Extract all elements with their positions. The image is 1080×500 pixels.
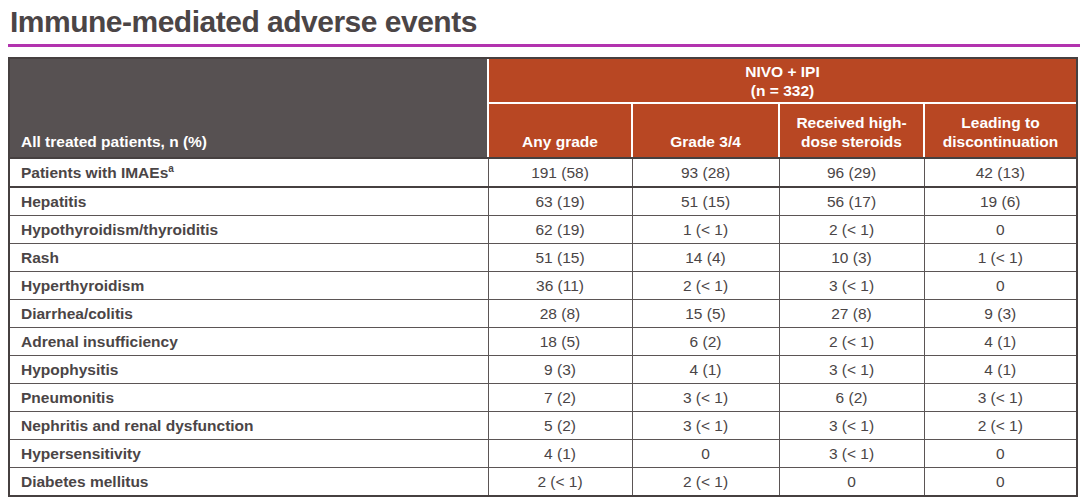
row-label: Diarrhea/colitis [10, 300, 488, 328]
cell-value: 18 (5) [488, 328, 632, 356]
cell-value: 3 (< 1) [779, 412, 924, 440]
table-row: Diarrhea/colitis28 (8)15 (5)27 (8)9 (3) [10, 300, 1076, 328]
table-row: Adrenal insufficiency18 (5)6 (2)2 (< 1)4… [10, 328, 1076, 356]
treatment-group-n: (n = 332) [490, 81, 1075, 100]
cell-value: 9 (3) [488, 356, 632, 384]
cell-value: 1 (< 1) [632, 216, 779, 244]
row-label: Adrenal insufficiency [10, 328, 488, 356]
row-label: Diabetes mellitus [10, 468, 488, 496]
cell-value: 3 (< 1) [779, 440, 924, 468]
cell-value: 2 (< 1) [924, 412, 1076, 440]
row-label: Rash [10, 244, 488, 272]
cell-value: 3 (< 1) [779, 272, 924, 300]
table-row: Hypersensitivity4 (1)03 (< 1)0 [10, 440, 1076, 468]
table-row: Hypophysitis9 (3)4 (1)3 (< 1)4 (1) [10, 356, 1076, 384]
slide: Immune-mediated adverse events All treat… [0, 0, 1080, 500]
cell-value: 0 [632, 440, 779, 468]
row-label-header: All treated patients, n (%) [10, 59, 488, 158]
cell-value: 4 (1) [488, 440, 632, 468]
group-header-row: All treated patients, n (%) NIVO + IPI (… [10, 59, 1076, 103]
adverse-events-table-wrap: All treated patients, n (%) NIVO + IPI (… [8, 57, 1078, 497]
treatment-group-header: NIVO + IPI (n = 332) [488, 59, 1076, 103]
cell-value: 9 (3) [924, 300, 1076, 328]
row-label: Hyperthyroidism [10, 272, 488, 300]
cell-value: 0 [779, 468, 924, 496]
column-header-high-dose-steroids: Received high-dose steroids [779, 103, 924, 158]
cell-value: 1 (< 1) [924, 244, 1076, 272]
table-row: Nephritis and renal dysfunction5 (2)3 (<… [10, 412, 1076, 440]
cell-value: 19 (6) [924, 187, 1076, 216]
table-row: Hepatitis63 (19)51 (15)56 (17)19 (6) [10, 187, 1076, 216]
cell-value: 4 (1) [924, 356, 1076, 384]
cell-value: 4 (1) [924, 328, 1076, 356]
cell-value: 2 (< 1) [632, 272, 779, 300]
row-label: Hypersensitivity [10, 440, 488, 468]
cell-value: 3 (< 1) [924, 384, 1076, 412]
column-header-grade-3-4: Grade 3/4 [632, 103, 779, 158]
treatment-group-name: NIVO + IPI [490, 62, 1075, 81]
cell-value: 0 [924, 440, 1076, 468]
row-label: Hypothyroidism/thyroiditis [10, 216, 488, 244]
table-row: Patients with IMAEsa191 (58)93 (28)96 (2… [10, 158, 1076, 187]
cell-value: 62 (19) [488, 216, 632, 244]
table-row: Hypothyroidism/thyroiditis62 (19)1 (< 1)… [10, 216, 1076, 244]
column-header-any-grade: Any grade [488, 103, 632, 158]
cell-value: 3 (< 1) [779, 356, 924, 384]
cell-value: 42 (13) [924, 158, 1076, 187]
cell-value: 6 (2) [779, 384, 924, 412]
cell-value: 3 (< 1) [632, 412, 779, 440]
cell-value: 6 (2) [632, 328, 779, 356]
cell-value: 4 (1) [632, 356, 779, 384]
cell-value: 51 (15) [632, 187, 779, 216]
page-title: Immune-mediated adverse events [0, 0, 1080, 41]
cell-value: 93 (28) [632, 158, 779, 187]
table-row: Diabetes mellitus2 (< 1)2 (< 1)00 [10, 468, 1076, 496]
cell-value: 191 (58) [488, 158, 632, 187]
cell-value: 5 (2) [488, 412, 632, 440]
cell-value: 28 (8) [488, 300, 632, 328]
cell-value: 63 (19) [488, 187, 632, 216]
cell-value: 7 (2) [488, 384, 632, 412]
title-underline [8, 44, 1080, 47]
cell-value: 0 [924, 216, 1076, 244]
cell-value: 2 (< 1) [779, 216, 924, 244]
column-header-discontinuation: Leading to discontinuation [924, 103, 1076, 158]
row-label: Hepatitis [10, 187, 488, 216]
cell-value: 56 (17) [779, 187, 924, 216]
table-row: Hyperthyroidism36 (11)2 (< 1)3 (< 1)0 [10, 272, 1076, 300]
adverse-events-table: All treated patients, n (%) NIVO + IPI (… [10, 59, 1076, 495]
cell-value: 0 [924, 272, 1076, 300]
cell-value: 51 (15) [488, 244, 632, 272]
footnote-marker: a [168, 162, 174, 173]
row-label: Nephritis and renal dysfunction [10, 412, 488, 440]
cell-value: 36 (11) [488, 272, 632, 300]
table-row: Rash51 (15)14 (4)10 (3)1 (< 1) [10, 244, 1076, 272]
row-label: Hypophysitis [10, 356, 488, 384]
table-row: Pneumonitis7 (2)3 (< 1)6 (2)3 (< 1) [10, 384, 1076, 412]
cell-value: 15 (5) [632, 300, 779, 328]
cell-value: 2 (< 1) [779, 328, 924, 356]
cell-value: 10 (3) [779, 244, 924, 272]
table-body: Patients with IMAEsa191 (58)93 (28)96 (2… [10, 158, 1076, 495]
cell-value: 27 (8) [779, 300, 924, 328]
cell-value: 2 (< 1) [632, 468, 779, 496]
table-header: All treated patients, n (%) NIVO + IPI (… [10, 59, 1076, 158]
cell-value: 2 (< 1) [488, 468, 632, 496]
cell-value: 14 (4) [632, 244, 779, 272]
row-label: Pneumonitis [10, 384, 488, 412]
cell-value: 3 (< 1) [632, 384, 779, 412]
row-label: Patients with IMAEsa [10, 158, 488, 187]
cell-value: 96 (29) [779, 158, 924, 187]
cell-value: 0 [924, 468, 1076, 496]
